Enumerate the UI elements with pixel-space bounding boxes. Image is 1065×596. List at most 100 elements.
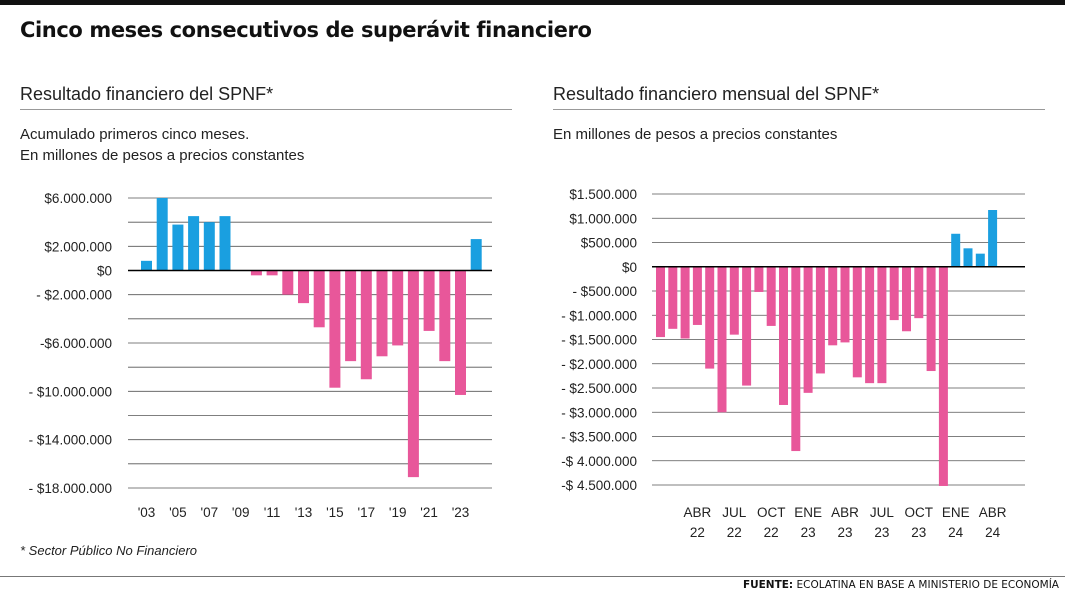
right-x-tick-label: ABR xyxy=(979,505,1007,520)
right-bar xyxy=(963,248,973,267)
left-x-tick-label: '21 xyxy=(420,505,438,520)
right-y-tick-label: - $500.000 xyxy=(572,284,637,299)
left-y-tick-label: $6.000.000 xyxy=(44,191,112,206)
right-y-tick-label: - $3.500.000 xyxy=(561,430,637,445)
right-bar xyxy=(877,266,887,384)
right-y-tick-label: -$ 4.500.000 xyxy=(561,478,637,493)
left-x-tick-label: '19 xyxy=(389,505,407,520)
right-y-tick-label: - $2.500.000 xyxy=(561,381,637,396)
source-label: FUENTE: xyxy=(742,579,794,591)
right-bar xyxy=(779,266,788,405)
source-credit: FUENTE: ECOLATINA EN BASE A MINISTERIO D… xyxy=(743,579,1059,591)
right-x-tick-label: ENE xyxy=(794,505,822,520)
right-bar xyxy=(692,266,702,325)
right-x-tick-label: OCT xyxy=(757,505,786,520)
left-y-tick-label: $0 xyxy=(97,264,112,279)
left-bar xyxy=(455,270,466,395)
left-x-tick-label: '05 xyxy=(169,505,187,520)
left-bar xyxy=(407,270,419,478)
right-y-tick-label: - $1.500.000 xyxy=(561,333,637,348)
left-subtitle-line-2: En millones de pesos a precios constante… xyxy=(20,147,305,164)
right-bar xyxy=(742,266,752,386)
right-bar xyxy=(791,266,801,452)
footnote: * Sector Público No Financiero xyxy=(20,543,198,558)
bottom-rule xyxy=(0,576,1065,577)
left-x-tick-label: '07 xyxy=(201,505,219,520)
right-bar xyxy=(902,266,911,332)
right-x-tick-label: 23 xyxy=(801,525,816,540)
left-panel-title: Resultado financiero del SPNF* xyxy=(20,84,274,104)
right-panel-rule xyxy=(553,109,1045,110)
left-panel-subtitle: Acumulado primeros cinco meses. En millo… xyxy=(20,124,304,166)
left-bar xyxy=(172,224,184,271)
left-bar xyxy=(345,270,357,362)
right-y-tick-label: - $3.000.000 xyxy=(561,405,637,420)
right-y-tick-label: $0 xyxy=(622,260,637,275)
left-x-tick-label: '09 xyxy=(232,505,250,520)
left-x-tick-label: '03 xyxy=(138,505,156,520)
right-x-tick-label: 24 xyxy=(948,525,964,540)
left-bar xyxy=(188,216,200,271)
right-subtitle-line-1: En millones de pesos a precios constante… xyxy=(553,126,838,143)
left-bar xyxy=(141,260,152,271)
right-bar xyxy=(951,233,961,267)
left-bar xyxy=(156,198,168,271)
left-bar xyxy=(298,270,309,304)
right-bar xyxy=(988,210,998,267)
right-x-tick-label: OCT xyxy=(905,505,934,520)
right-panel-subtitle: En millones de pesos a precios constante… xyxy=(553,124,837,145)
headline: Cinco meses consecutivos de superávit fi… xyxy=(20,18,592,42)
top-bar xyxy=(0,0,1065,5)
right-bar xyxy=(803,266,813,393)
right-bar xyxy=(828,266,838,346)
right-x-tick-label: JUL xyxy=(870,505,894,520)
left-x-tick-label: '11 xyxy=(264,505,281,520)
right-bar xyxy=(754,266,764,292)
right-y-tick-label: - $2.000.000 xyxy=(561,357,637,372)
left-bar xyxy=(203,222,215,271)
left-bar xyxy=(470,239,482,271)
right-y-tick-label: $1.000.000 xyxy=(569,211,637,226)
right-y-tick-label: $500.000 xyxy=(581,236,637,251)
source-text: ECOLATINA EN BASE A MINISTERIO DE ECONOM… xyxy=(796,579,1059,591)
right-panel-title: Resultado financiero mensual del SPNF* xyxy=(553,84,880,104)
right-y-tick-label: - $1.000.000 xyxy=(561,308,637,323)
right-x-tick-label: ENE xyxy=(942,505,970,520)
right-x-tick-label: 23 xyxy=(874,525,889,540)
left-bar xyxy=(376,270,388,357)
right-x-tick-label: 22 xyxy=(690,525,705,540)
right-y-tick-label: $1.500.000 xyxy=(569,187,637,202)
right-bar xyxy=(705,266,715,369)
right-bar xyxy=(975,253,985,267)
right-bar xyxy=(852,266,862,378)
left-x-tick-label: '23 xyxy=(452,505,470,520)
right-x-tick-label: 23 xyxy=(911,525,926,540)
right-bar xyxy=(668,266,678,329)
right-y-tick-label: -$ 4.000.000 xyxy=(561,454,637,469)
right-x-tick-label: 22 xyxy=(764,525,779,540)
right-bar xyxy=(717,266,727,413)
left-bar xyxy=(329,270,341,388)
left-bar xyxy=(219,216,231,271)
left-bar xyxy=(360,270,372,380)
left-y-tick-label: -$6.000.000 xyxy=(40,336,112,351)
left-bar xyxy=(392,270,404,346)
right-x-tick-label: ABR xyxy=(684,505,712,520)
left-x-tick-label: '15 xyxy=(326,505,344,520)
left-subtitle-line-1: Acumulado primeros cinco meses. xyxy=(20,126,250,143)
left-bar xyxy=(250,270,262,276)
left-y-tick-label: - $14.000.000 xyxy=(29,433,112,448)
right-bar xyxy=(680,266,690,339)
right-bar xyxy=(865,266,875,384)
right-bar xyxy=(656,266,665,338)
right-x-tick-label: JUL xyxy=(722,505,746,520)
left-bar xyxy=(313,270,325,328)
right-x-tick-label: 23 xyxy=(837,525,852,540)
right-bar xyxy=(889,266,899,321)
right-x-tick-label: 22 xyxy=(727,525,742,540)
left-y-tick-label: - $2.000.000 xyxy=(36,288,112,303)
right-bar xyxy=(914,266,924,319)
left-bar xyxy=(282,270,294,295)
left-panel-rule xyxy=(20,109,512,110)
left-x-tick-label: '17 xyxy=(358,505,376,520)
